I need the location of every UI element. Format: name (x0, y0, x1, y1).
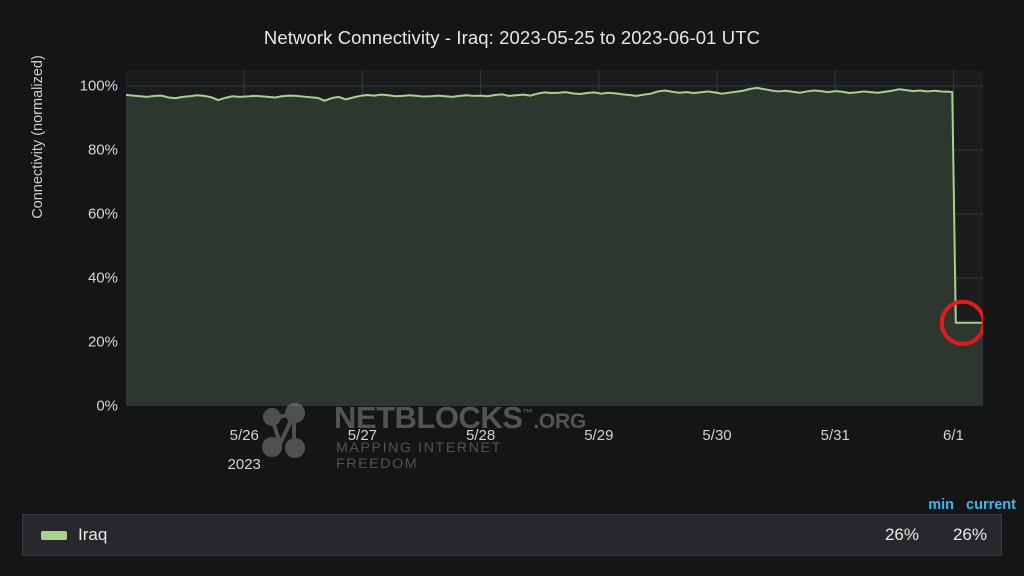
red-circle-icon (939, 299, 983, 346)
series-line (126, 86, 983, 324)
series-area-fill (126, 87, 983, 406)
y-axis-label: Connectivity (normalized) (30, 55, 46, 219)
x-tick-label: 5/27 (347, 427, 378, 444)
x-tick-label: 5/26 (229, 427, 259, 444)
watermark-domain: .ORG (533, 410, 586, 433)
x-tick-label: 5/30 (702, 427, 732, 444)
series-min-value: 26% (884, 525, 919, 544)
y-tick-label: 80% (87, 141, 118, 159)
chart-title: Network Connectivity - Iraq: 2023-05-25 … (263, 27, 761, 48)
netblocks-logo-icon (262, 403, 305, 458)
x-tick-label: 6/1 (943, 427, 964, 444)
legend-header-row: min current (0, 497, 1024, 515)
x-tick-label: 5/31 (820, 427, 850, 444)
connectivity-area-chart (126, 70, 983, 406)
outage-highlight-annotation (939, 299, 983, 346)
series-label: Iraq (78, 525, 108, 544)
y-tick-label: 0% (96, 397, 118, 415)
watermark-tm: ™ (522, 407, 534, 420)
series-color-swatch (41, 530, 67, 540)
x-tick-label: 5/28 (466, 427, 496, 444)
y-tick-label: 40% (87, 269, 118, 287)
watermark-brand: NETBLOCKS™.ORG (334, 402, 586, 433)
legend-header-min: min (928, 497, 954, 513)
legend-row-iraq[interactable]: Iraq 26% 26% (22, 514, 1002, 556)
netblocks-watermark: NETBLOCKS™.ORG MAPPING INTERNET FREEDOM (258, 400, 586, 475)
x-tick-label: 5/29 (584, 427, 614, 444)
x-axis-year-label: 2023 (227, 456, 261, 473)
watermark-tagline: MAPPING INTERNET FREEDOM (336, 440, 502, 472)
y-tick-label: 100% (79, 77, 118, 95)
series-current-value: 26% (952, 525, 987, 544)
y-tick-label: 60% (87, 205, 118, 223)
plot-area: NETBLOCKS™.ORG MAPPING INTERNET FREEDOM (126, 70, 983, 472)
legend-header-current: current (966, 497, 1016, 513)
y-tick-label: 20% (87, 333, 118, 351)
